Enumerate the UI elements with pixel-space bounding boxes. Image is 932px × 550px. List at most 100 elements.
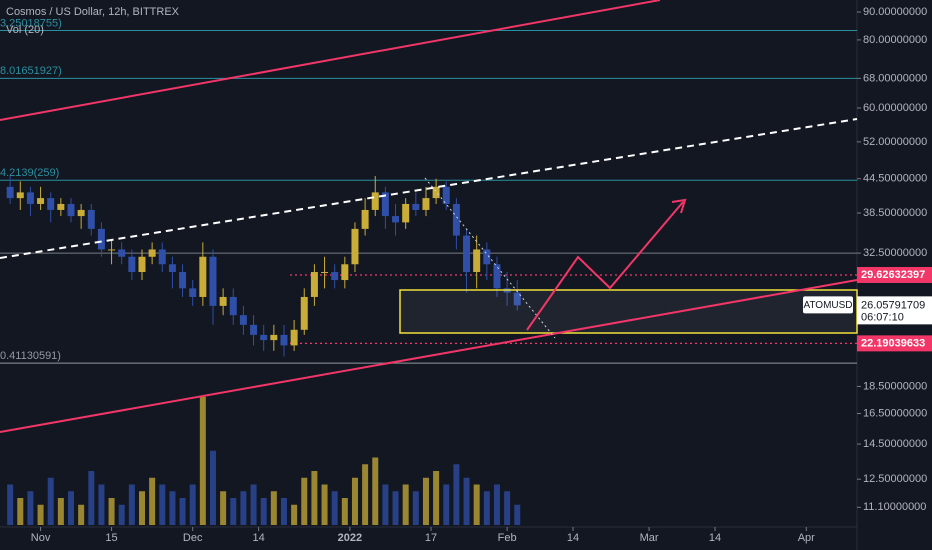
- trend-line: [0, 0, 661, 121]
- x-tick-label: 14: [567, 532, 579, 544]
- volume-bar: [362, 464, 369, 525]
- x-tick-label: Mar: [640, 532, 659, 544]
- volume-bar: [382, 484, 389, 525]
- volume-bar: [412, 491, 419, 525]
- drawings-under: 3.25018755) 8.01651927) 4.2139(259) 0.41130…: [0, 17, 857, 364]
- volume-bar: [392, 491, 399, 525]
- volume-bar: [78, 504, 85, 525]
- candle-body: [229, 296, 237, 316]
- x-tick-label: 15: [105, 532, 117, 544]
- x-tick-label: 14: [709, 532, 721, 544]
- volume-bar: [189, 484, 196, 525]
- volume-bar: [108, 498, 115, 525]
- level-label: 4.2139(259): [0, 167, 59, 179]
- volume-bar: [463, 477, 470, 525]
- candle-body: [158, 249, 166, 265]
- y-tick-label: 16.50000000: [863, 407, 927, 419]
- volume-bar: [57, 498, 64, 525]
- x-tick-label: Feb: [498, 532, 517, 544]
- candle-body: [412, 203, 420, 210]
- candle-body: [432, 186, 440, 199]
- candle-body: [199, 256, 207, 297]
- volume-bar: [240, 491, 247, 525]
- projection-arrow: [526, 201, 684, 331]
- volume-bar: [433, 471, 440, 525]
- candle-body: [422, 198, 430, 210]
- candle-body: [219, 296, 227, 306]
- candle-body: [6, 186, 14, 199]
- volume-bar: [199, 396, 206, 525]
- candle-body: [189, 288, 197, 297]
- volume-bar: [149, 477, 156, 525]
- y-tick-label: 52.00000000: [863, 136, 927, 148]
- volume-bar: [230, 498, 237, 525]
- price-tag-label: 29.62632397: [861, 269, 925, 281]
- y-tick-label: 80.00000000: [863, 34, 927, 46]
- candle-body: [47, 198, 55, 210]
- volume-bar: [67, 491, 74, 525]
- candle-body: [452, 203, 460, 236]
- volume-bar: [179, 498, 186, 525]
- y-tick-label: 32.50000000: [863, 247, 927, 259]
- y-tick-label: 44.50000000: [863, 173, 927, 185]
- price-tag: [857, 266, 932, 283]
- level-label: 8.01651927): [0, 65, 62, 77]
- volume-bar: [493, 484, 500, 525]
- candle-body: [97, 228, 105, 250]
- volume-bar: [88, 471, 95, 525]
- candle-body: [168, 264, 176, 273]
- candle-body: [483, 249, 491, 265]
- volume-bar: [220, 491, 227, 525]
- candle-body: [57, 203, 65, 210]
- volume-bar: [341, 498, 348, 525]
- y-tick-label: 18.50000000: [863, 380, 927, 392]
- volume-bar: [514, 504, 521, 525]
- drawings: [0, 0, 858, 433]
- candle-body: [473, 249, 481, 273]
- volume-bar: [7, 484, 14, 525]
- volume-bar: [209, 450, 216, 525]
- candle-body: [463, 235, 471, 273]
- candle-body: [209, 256, 217, 306]
- volume-bar: [169, 491, 176, 525]
- candle-body: [442, 186, 450, 204]
- candle-body: [402, 203, 410, 223]
- volume-bar: [443, 484, 450, 525]
- trend-line: [0, 279, 858, 433]
- candle-body: [392, 216, 400, 223]
- volume-bar: [118, 504, 125, 525]
- y-tick-label: 11.10000000: [863, 501, 926, 513]
- volume-bar: [17, 498, 24, 525]
- symbol-name: ATOMUSD: [803, 300, 852, 311]
- candle-body: [118, 249, 126, 257]
- volume-bar: [260, 498, 267, 525]
- candle-body: [331, 272, 339, 281]
- volume-bar: [27, 491, 34, 525]
- arrow-head: [671, 198, 687, 214]
- volume-bar: [128, 484, 135, 525]
- candle-body: [128, 256, 136, 273]
- dotted-line: [424, 177, 556, 339]
- candle-body: [493, 264, 501, 289]
- countdown: 06:07:10: [861, 311, 904, 323]
- candle-body: [250, 324, 258, 335]
- candle-body: [239, 315, 247, 325]
- volume-bar: [250, 484, 257, 525]
- candle-body: [341, 264, 349, 281]
- volume-bar: [159, 484, 166, 525]
- marks: [6, 176, 521, 525]
- x-tick-label: 14: [252, 532, 264, 544]
- volume-bar: [331, 491, 338, 525]
- y-tick-label: 90.00000000: [863, 6, 927, 18]
- volume-bar: [280, 498, 287, 525]
- candle-body: [37, 198, 45, 204]
- volume-bar: [311, 471, 318, 525]
- x-tick-label: Nov: [31, 532, 51, 544]
- candle-body: [87, 209, 95, 229]
- candle-body: [67, 203, 75, 217]
- volume-bar: [453, 464, 460, 525]
- volume-bar: [351, 477, 358, 525]
- candle-body: [280, 334, 288, 346]
- candle-body: [77, 209, 85, 217]
- candle-body: [148, 249, 156, 257]
